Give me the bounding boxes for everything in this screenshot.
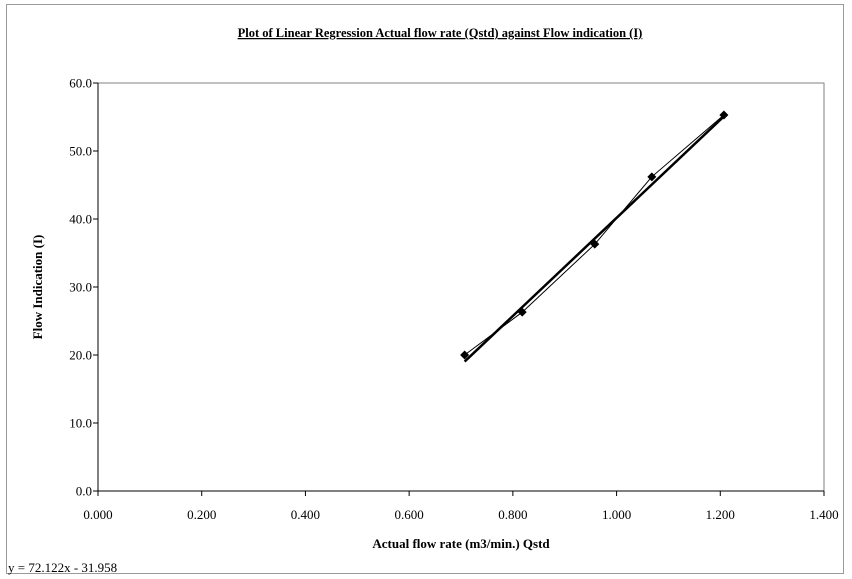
y-tick-label: 0.0 — [76, 484, 92, 499]
y-tick-label: 20.0 — [69, 348, 92, 363]
x-tick-label: 1.000 — [602, 507, 631, 522]
trendline — [463, 115, 725, 363]
x-tick-label: 0.600 — [395, 507, 424, 522]
x-tick-label: 0.000 — [83, 507, 112, 522]
x-tick-label: 1.400 — [809, 507, 838, 522]
x-axis-ticks: 0.000 0.200 0.400 0.600 0.800 1.000 1.200 1.400 — [83, 490, 839, 522]
y-tick-label: 10.0 — [69, 416, 92, 431]
x-tick-label: 0.400 — [291, 507, 320, 522]
x-tick-label: 1.200 — [706, 507, 735, 522]
x-tick-label: 0.200 — [187, 507, 216, 522]
data-point-marker — [590, 239, 600, 249]
chart-title: Plot of Linear Regression Actual flow ra… — [238, 26, 643, 40]
y-tick-label: 30.0 — [69, 280, 92, 295]
y-axis-ticks: 0.0 10.0 20.0 30.0 40.0 50.0 60.0 — [69, 76, 99, 499]
chart-area-border — [6, 4, 844, 574]
trendline-equation: y = 72.122x - 31.958 — [8, 560, 117, 575]
x-axis-title: Actual flow rate (m3/min.) Qstd — [372, 536, 550, 551]
y-tick-label: 50.0 — [69, 144, 92, 159]
y-axis-title: Flow Indication (I) — [30, 235, 45, 340]
y-tick-label: 60.0 — [69, 76, 92, 91]
x-tick-label: 0.800 — [498, 507, 527, 522]
series-layer — [460, 110, 729, 363]
data-point-marker — [719, 110, 729, 120]
plot-area — [97, 82, 825, 492]
data-point-marker — [460, 350, 470, 360]
data-point-marker — [647, 172, 657, 182]
y-tick-label: 40.0 — [69, 212, 92, 227]
data-point-marker — [517, 307, 527, 317]
